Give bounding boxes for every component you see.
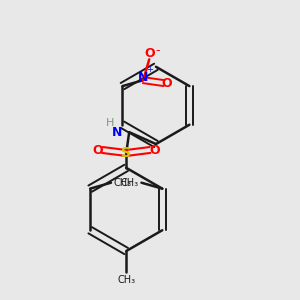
Text: N: N (138, 71, 148, 84)
Text: H: H (106, 118, 114, 128)
Text: CH₃: CH₃ (117, 275, 135, 285)
Text: S: S (121, 146, 131, 160)
Text: O: O (149, 143, 160, 157)
Text: CH₃: CH₃ (114, 178, 132, 188)
Text: O: O (93, 143, 103, 157)
Text: -: - (155, 44, 160, 57)
Text: O: O (162, 76, 172, 90)
Text: O: O (144, 47, 154, 60)
Text: CH₃: CH₃ (120, 178, 139, 188)
Text: N: N (112, 126, 122, 139)
Text: +: + (146, 65, 153, 74)
